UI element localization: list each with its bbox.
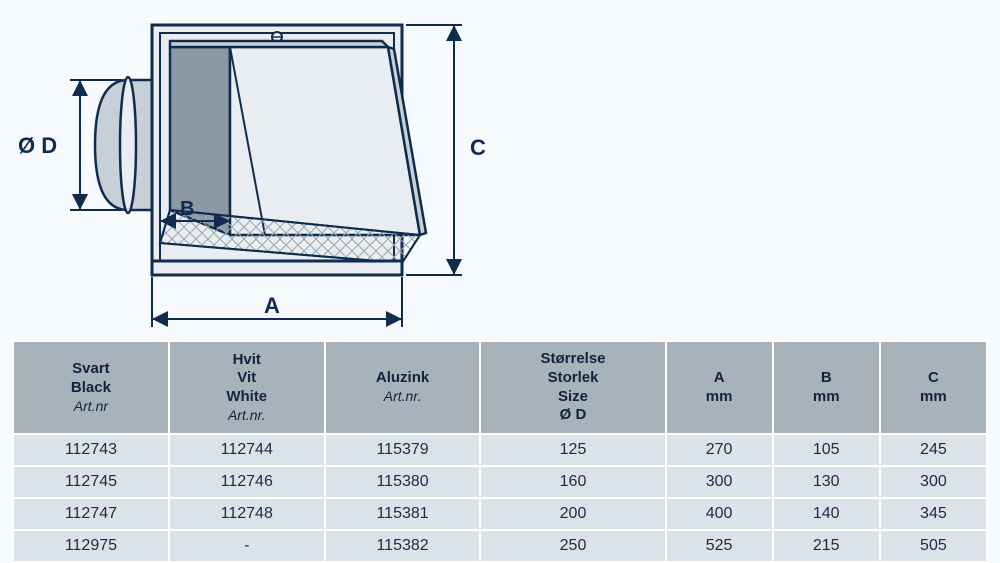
table-header-row: SvartBlackArt.nr HvitVitWhiteArt.nr. Alu… bbox=[13, 341, 987, 434]
col-header-b: Bmm bbox=[773, 341, 880, 434]
table-cell: 200 bbox=[480, 498, 665, 530]
table-cell: 140 bbox=[773, 498, 880, 530]
dim-label-b: B bbox=[180, 198, 194, 220]
table-cell: 250 bbox=[480, 530, 665, 562]
spec-table-container: SvartBlackArt.nr HvitVitWhiteArt.nr. Alu… bbox=[12, 340, 988, 563]
header-line: mm bbox=[673, 388, 766, 407]
table-cell: 115379 bbox=[325, 434, 481, 466]
spec-table: SvartBlackArt.nr HvitVitWhiteArt.nr. Alu… bbox=[12, 340, 988, 563]
col-header-hvit: HvitVitWhiteArt.nr. bbox=[169, 341, 325, 434]
header-line: C bbox=[887, 369, 980, 388]
table-cell: 130 bbox=[773, 466, 880, 498]
header-line: B bbox=[780, 369, 873, 388]
table-cell: 300 bbox=[666, 466, 773, 498]
table-cell: 245 bbox=[880, 434, 987, 466]
table-cell: 125 bbox=[480, 434, 665, 466]
dim-label-d: Ø D bbox=[18, 133, 57, 158]
table-row: 112747112748115381200400140345 bbox=[13, 498, 987, 530]
col-header-svart: SvartBlackArt.nr bbox=[13, 341, 169, 434]
spec-table-body: 1127431127441153791252701052451127451127… bbox=[13, 434, 987, 562]
col-header-aluzink: AluzinkArt.nr. bbox=[325, 341, 481, 434]
header-line: White bbox=[176, 388, 318, 407]
technical-diagram: A B C Ø D bbox=[10, 5, 490, 335]
table-cell: 400 bbox=[666, 498, 773, 530]
table-cell: 105 bbox=[773, 434, 880, 466]
table-cell: 215 bbox=[773, 530, 880, 562]
header-line: mm bbox=[780, 388, 873, 407]
header-line: Size bbox=[487, 388, 658, 407]
table-cell: 112744 bbox=[169, 434, 325, 466]
table-cell: - bbox=[169, 530, 325, 562]
header-line: A bbox=[673, 369, 766, 388]
table-cell: 300 bbox=[880, 466, 987, 498]
header-line: Hvit bbox=[176, 351, 318, 370]
table-cell: 160 bbox=[480, 466, 665, 498]
header-line: mm bbox=[887, 388, 980, 407]
table-row: 112743112744115379125270105245 bbox=[13, 434, 987, 466]
col-header-c: Cmm bbox=[880, 341, 987, 434]
table-cell: 115381 bbox=[325, 498, 481, 530]
table-cell: 345 bbox=[880, 498, 987, 530]
table-cell: 112743 bbox=[13, 434, 169, 466]
table-cell: 505 bbox=[880, 530, 987, 562]
header-line: Ø D bbox=[487, 406, 658, 425]
header-line: Storlek bbox=[487, 369, 658, 388]
table-cell: 525 bbox=[666, 530, 773, 562]
col-header-size: StørrelseStorlekSizeØ D bbox=[480, 341, 665, 434]
table-cell: 270 bbox=[666, 434, 773, 466]
header-line: Aluzink bbox=[332, 369, 474, 388]
dim-label-c: C bbox=[470, 135, 486, 160]
dim-label-a: A bbox=[264, 293, 280, 318]
table-row: 112975-115382250525215505 bbox=[13, 530, 987, 562]
table-cell: 112746 bbox=[169, 466, 325, 498]
table-cell: 112747 bbox=[13, 498, 169, 530]
col-header-a: Amm bbox=[666, 341, 773, 434]
header-subtext: Art.nr bbox=[20, 398, 162, 416]
table-cell: 115382 bbox=[325, 530, 481, 562]
header-line: Størrelse bbox=[487, 350, 658, 369]
header-line: Black bbox=[20, 379, 162, 398]
header-line: Svart bbox=[20, 360, 162, 379]
table-cell: 112975 bbox=[13, 530, 169, 562]
header-subtext: Art.nr. bbox=[176, 407, 318, 425]
table-cell: 112748 bbox=[169, 498, 325, 530]
header-line: Vit bbox=[176, 369, 318, 388]
table-cell: 112745 bbox=[13, 466, 169, 498]
header-subtext: Art.nr. bbox=[332, 388, 474, 406]
table-row: 112745112746115380160300130300 bbox=[13, 466, 987, 498]
table-cell: 115380 bbox=[325, 466, 481, 498]
